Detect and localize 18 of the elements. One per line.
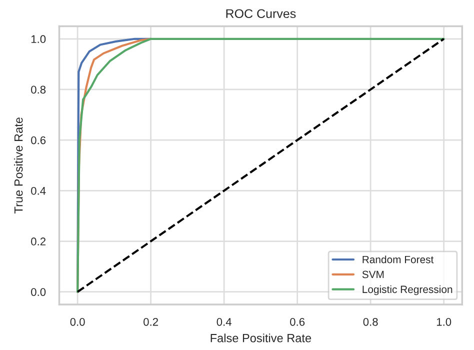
y-axis-title: True Positive Rate (14, 118, 23, 214)
legend-label: Logistic Regression (362, 285, 452, 296)
y-tick-label: 0.6 (31, 136, 46, 144)
legend-label: Random Forest (362, 256, 434, 264)
x-axis-title: False Positive Rate (210, 334, 312, 342)
x-tick-label: 0.8 (363, 318, 378, 326)
x-tick-label: 0.2 (144, 318, 158, 326)
x-tick-label: 0.0 (70, 318, 85, 326)
y-tick-label: 1.0 (31, 35, 46, 44)
chart-title: ROC Curves (226, 9, 296, 18)
x-tick-label: 0.4 (216, 318, 232, 326)
x-tick-label: 0.6 (290, 318, 305, 326)
y-tick-label: 0.4 (31, 186, 46, 195)
x-tick-label: 1.0 (436, 318, 452, 326)
y-tick-label: 0.0 (31, 288, 46, 296)
legend-label: SVM (362, 270, 384, 278)
y-tick-label: 0.2 (31, 238, 46, 246)
y-tick-label: 0.8 (31, 86, 46, 94)
